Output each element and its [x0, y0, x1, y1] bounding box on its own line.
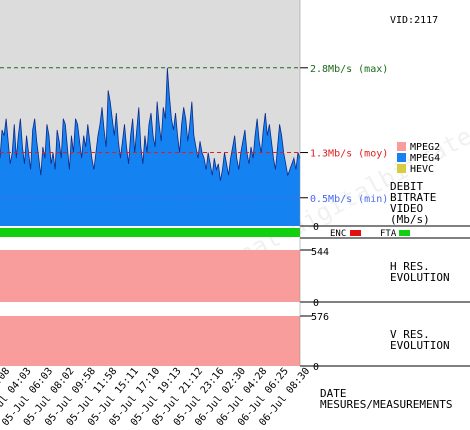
h-res-panel-area: [0, 250, 300, 302]
v-res-title-line-1: V RES.: [390, 328, 430, 341]
legend-label-mpeg2: MPEG2: [410, 142, 440, 153]
h-res-title-line-1: H RES.: [390, 260, 430, 273]
fta-label: FTA: [380, 229, 397, 239]
bitrate-title-line-3: VIDEO: [390, 202, 423, 215]
fta-status-bar: [0, 228, 300, 237]
legend-swatch-mpeg2: [397, 142, 406, 151]
reference-lines-group: 2.8Mb/s (max) 1.3Mb/s (moy) 0.5Mb/s (min): [0, 64, 388, 205]
reference-label-0: 2.8Mb/s (max): [310, 64, 388, 75]
series-line-mpeg4: [0, 67, 301, 181]
h-res-zero-label: 0: [313, 298, 319, 309]
x-axis-label-line-2: MESURES/MEASUREMENTS: [320, 398, 452, 411]
legend-swatch-mpeg4: [397, 153, 406, 162]
reference-label-2: 0.5Mb/s (min): [310, 194, 388, 205]
enc-swatch: [350, 230, 361, 236]
bitrate-zero-label: 0: [313, 222, 319, 233]
legend-label-mpeg4: MPEG4: [410, 153, 440, 164]
h-res-value-label: 544: [311, 247, 329, 258]
bitrate-series-group: [0, 67, 301, 226]
v-res-value-label: 576: [311, 312, 329, 323]
v-res-title-line-2: EVOLUTION: [390, 339, 450, 352]
legend-label-hevc: HEVC: [410, 164, 434, 175]
v-res-zero-label: 0: [313, 362, 319, 373]
legend-swatch-hevc: [397, 164, 406, 173]
bitrate-title-line-1: DEBIT: [390, 180, 423, 193]
vid-label: VID:2117: [390, 15, 438, 26]
enc-label: ENC: [330, 229, 346, 239]
h-res-title-line-2: EVOLUTION: [390, 271, 450, 284]
v-res-panel-area: [0, 316, 300, 366]
reference-label-1: 1.3Mb/s (moy): [310, 149, 388, 160]
bitrate-title-line-4: (Mb/s): [390, 213, 430, 226]
fta-swatch: [399, 230, 410, 236]
bitrate-title-line-2: BITRATE: [390, 191, 436, 204]
x-axis-label-line-1: DATE: [320, 387, 347, 400]
series-area-mpeg4: [0, 67, 300, 226]
